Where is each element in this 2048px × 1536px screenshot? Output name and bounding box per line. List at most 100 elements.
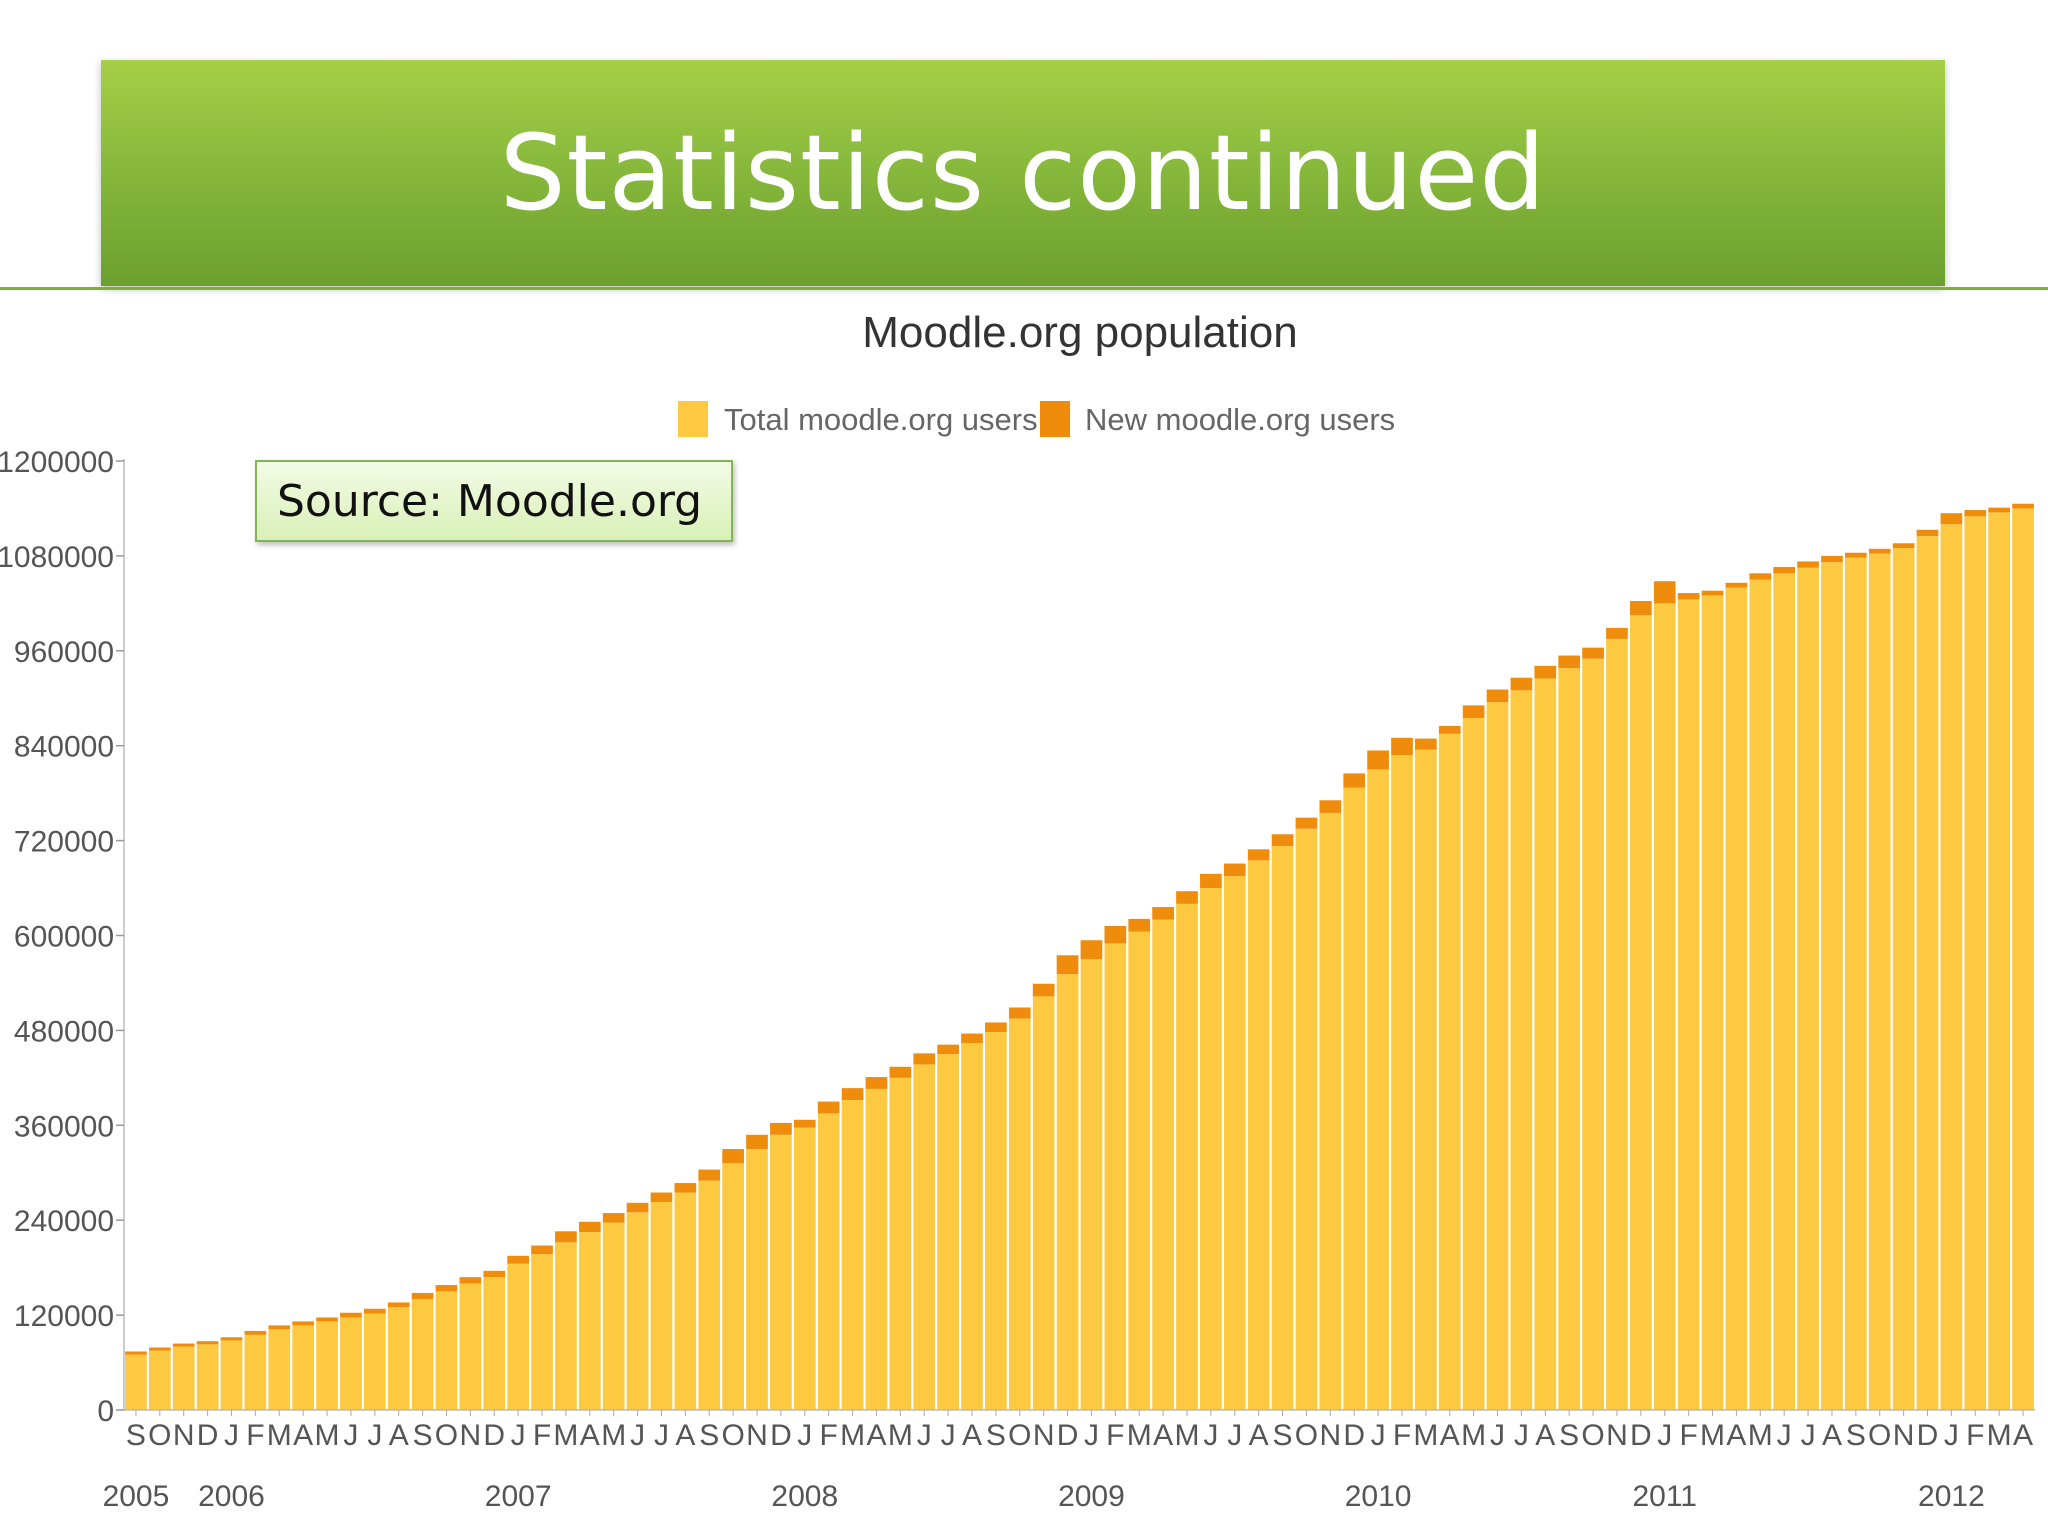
bar-new bbox=[1797, 561, 1819, 568]
x-tick-label: M bbox=[888, 1419, 913, 1452]
x-tick-label: A bbox=[1249, 1419, 1269, 1452]
bar-total bbox=[531, 1254, 553, 1410]
bar-new bbox=[1295, 817, 1318, 829]
bar-new bbox=[1653, 581, 1676, 604]
bar-new bbox=[650, 1192, 673, 1203]
x-tick-label: J bbox=[224, 1419, 239, 1452]
x-tick-label: O bbox=[1008, 1419, 1031, 1452]
bar-total bbox=[1176, 903, 1198, 1410]
bar-new bbox=[172, 1343, 195, 1347]
bar-total bbox=[1606, 638, 1628, 1410]
y-tick-label: 0 bbox=[97, 1395, 114, 1428]
bar-total bbox=[578, 1232, 601, 1410]
x-tick-label: A bbox=[580, 1419, 600, 1452]
bar-total bbox=[1749, 579, 1772, 1410]
x-tick-label: M bbox=[1987, 1419, 2012, 1452]
bar-total bbox=[1558, 668, 1581, 1410]
bar-total bbox=[937, 1054, 959, 1410]
x-tick-label: O bbox=[1581, 1419, 1604, 1452]
bar-total bbox=[793, 1127, 816, 1410]
legend-swatch-new bbox=[1040, 401, 1070, 437]
chart-title: Moodle.org population bbox=[862, 308, 1297, 357]
x-tick-label: A bbox=[962, 1419, 982, 1452]
bar-total bbox=[1104, 943, 1127, 1410]
bar-new bbox=[1176, 891, 1198, 904]
bar-new bbox=[363, 1308, 386, 1314]
y-tick-label: 1080000 bbox=[0, 541, 114, 574]
bar-new bbox=[1271, 834, 1294, 847]
x-tick-label: F bbox=[246, 1419, 264, 1452]
x-tick-label: D bbox=[770, 1419, 792, 1452]
bar-new bbox=[1582, 647, 1604, 659]
bar-total bbox=[1773, 573, 1796, 1410]
y-tick-label: 120000 bbox=[14, 1300, 114, 1333]
bar-total bbox=[220, 1340, 243, 1410]
x-tick-label: J bbox=[917, 1419, 932, 1452]
bar-total bbox=[770, 1134, 792, 1410]
bar-total bbox=[363, 1313, 386, 1410]
bar-total bbox=[1271, 846, 1294, 1410]
bar-total bbox=[1008, 1018, 1031, 1410]
x-tick-label: F bbox=[1393, 1419, 1411, 1452]
x-tick-label: D bbox=[1630, 1419, 1652, 1452]
bar-new bbox=[1606, 627, 1628, 639]
bar-new bbox=[1319, 800, 1342, 813]
x-tick-label: M bbox=[1174, 1419, 1199, 1452]
bar-total bbox=[1630, 615, 1652, 1410]
bar-total bbox=[1534, 678, 1557, 1410]
bar-new bbox=[817, 1101, 840, 1114]
bar-total bbox=[961, 1043, 983, 1410]
x-tick-label: A bbox=[293, 1419, 313, 1452]
bar-new bbox=[1558, 655, 1581, 669]
bar-total bbox=[1343, 787, 1366, 1410]
bar-new bbox=[1367, 750, 1389, 770]
year-label: 2008 bbox=[771, 1480, 838, 1513]
bar-total bbox=[602, 1222, 625, 1410]
bar-total bbox=[316, 1321, 338, 1410]
bar-total bbox=[1582, 658, 1604, 1410]
y-tick-label: 960000 bbox=[14, 636, 114, 669]
bar-new bbox=[1940, 513, 1963, 525]
x-tick-label: M bbox=[601, 1419, 626, 1452]
bar-new bbox=[1486, 689, 1509, 703]
bar-total bbox=[674, 1192, 697, 1410]
bar-total bbox=[435, 1291, 458, 1410]
x-tick-label: J bbox=[511, 1419, 526, 1452]
bar-total bbox=[268, 1329, 291, 1410]
y-tick-label: 240000 bbox=[14, 1205, 114, 1238]
bar-total bbox=[507, 1263, 529, 1410]
bar-new bbox=[698, 1169, 721, 1181]
x-tick-label: J bbox=[941, 1419, 956, 1452]
bar-total bbox=[817, 1113, 840, 1410]
bar-total bbox=[1080, 959, 1103, 1410]
bar-new bbox=[1104, 926, 1127, 944]
x-tick-label: J bbox=[1514, 1419, 1529, 1452]
bar-total bbox=[1486, 702, 1509, 1410]
bar-new bbox=[1534, 665, 1557, 679]
x-tick-label: N bbox=[1319, 1419, 1341, 1452]
bar-new bbox=[1056, 955, 1079, 975]
x-tick-label: S bbox=[1273, 1419, 1293, 1452]
bar-total bbox=[1032, 996, 1055, 1410]
bar-new bbox=[1701, 590, 1724, 596]
bar-total bbox=[1319, 812, 1342, 1410]
bar-total bbox=[1367, 769, 1389, 1410]
year-label: 2005 bbox=[103, 1480, 170, 1513]
x-tick-label: A bbox=[2013, 1419, 2033, 1452]
bar-total bbox=[483, 1277, 506, 1410]
bar-new bbox=[722, 1149, 744, 1164]
x-tick-label: M bbox=[840, 1419, 865, 1452]
bar-total bbox=[1821, 562, 1843, 1410]
x-tick-label: N bbox=[1606, 1419, 1628, 1452]
bar-total bbox=[1223, 876, 1246, 1410]
y-tick-label: 600000 bbox=[14, 921, 114, 954]
x-tick-label: J bbox=[367, 1419, 382, 1452]
y-tick-label: 1200000 bbox=[0, 446, 114, 479]
bar-total bbox=[913, 1064, 936, 1410]
x-tick-label: J bbox=[1203, 1419, 1218, 1452]
chart-area: Moodle.org population Total moodle.org us… bbox=[0, 295, 2048, 1536]
bar-new bbox=[602, 1213, 625, 1223]
bar-new bbox=[1988, 507, 2011, 513]
y-tick-label: 360000 bbox=[14, 1110, 114, 1143]
year-label: 2006 bbox=[198, 1480, 265, 1513]
